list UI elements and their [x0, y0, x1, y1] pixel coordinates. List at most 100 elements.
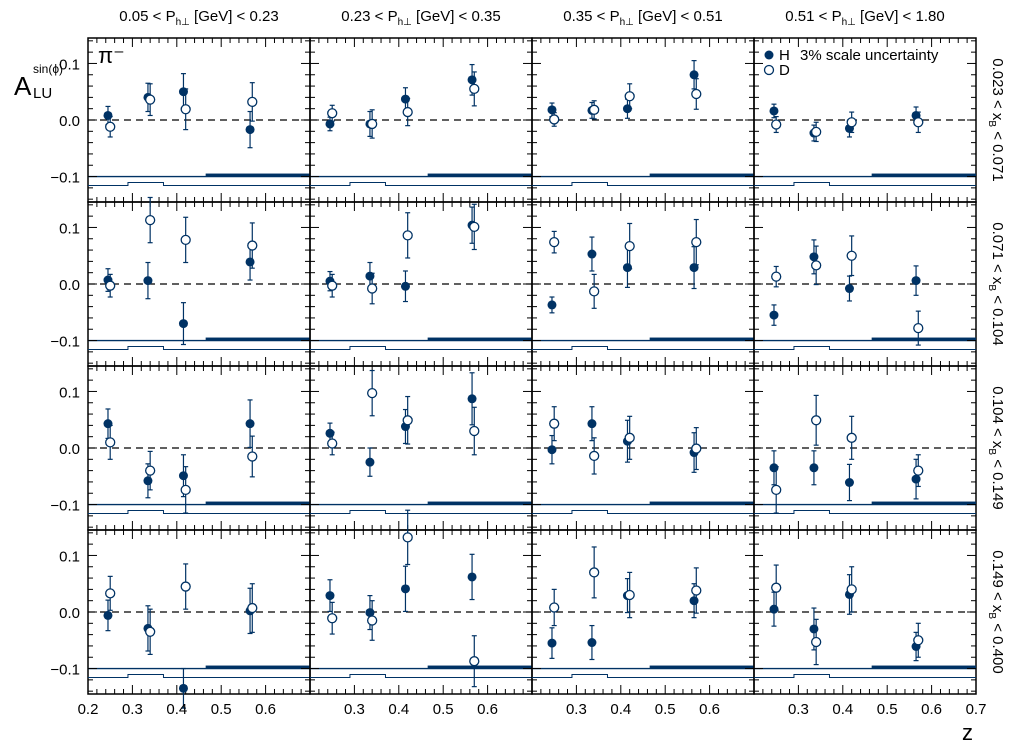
systematic-band-block [871, 501, 976, 505]
data-point-d [846, 584, 857, 595]
systematic-band-block [871, 173, 976, 177]
x-tick-label: 0.2 [78, 701, 99, 718]
systematic-band-outline [754, 674, 976, 679]
systematic-band-block [871, 337, 976, 341]
data-point-h [178, 319, 188, 329]
systematic-band-block [427, 337, 532, 341]
hadron-label: π⁻ [98, 43, 125, 68]
data-point-h [178, 683, 188, 693]
data-point-h [844, 284, 854, 294]
data-point-h [911, 276, 921, 286]
data-point-h [622, 263, 632, 273]
panel-grid [87, 37, 977, 709]
panel-r1-c2 [309, 37, 533, 203]
data-point-d [811, 636, 822, 648]
data-point-d [691, 585, 702, 596]
legend-scale-note: 3% scale uncertainty [800, 47, 939, 64]
data-point-d [145, 214, 156, 226]
data-point-d [327, 108, 338, 119]
x-axis-title: z [962, 720, 973, 745]
data-point-d [811, 260, 822, 271]
data-point-h [844, 477, 854, 487]
y-tick-label: 0.0 [59, 113, 80, 130]
data-point-d [913, 322, 924, 334]
x-tick-label: 0.3 [122, 701, 143, 718]
systematic-band-block [649, 501, 754, 505]
x-tick-label: 0.5 [211, 701, 232, 718]
x-tick-label: 0.4 [610, 701, 631, 718]
systematic-band-block [649, 665, 754, 669]
data-point-d [771, 484, 782, 495]
systematic-band-block [649, 337, 754, 341]
panel-r3-c1 [87, 365, 311, 531]
data-point-d [402, 230, 413, 241]
data-point-d [247, 602, 258, 614]
panel-r3-c2 [309, 365, 533, 531]
data-point-d [846, 250, 857, 261]
row-header: 0.104 < xB < 0.149 [986, 386, 1006, 509]
data-point-d [589, 104, 600, 115]
legend: H D 3% scale uncertainty [763, 47, 939, 79]
systematic-band-outline [532, 674, 754, 679]
x-tick-label: 0.4 [832, 701, 853, 718]
panel-r4-c3 [531, 529, 755, 695]
data-point-h [587, 419, 597, 429]
y-tick-label: −0.1 [50, 334, 80, 351]
data-point-d [367, 387, 378, 399]
data-point-d [913, 635, 924, 646]
x-tick-label: 0.5 [655, 701, 676, 718]
y-axis-title: A [14, 71, 32, 101]
systematic-band-outline [88, 346, 310, 351]
column-header: 0.05 < Ph⊥ [GeV] < 0.23 [119, 8, 278, 28]
data-point-h [143, 476, 153, 486]
data-point-d [402, 532, 413, 543]
systematic-band-outline [88, 510, 310, 515]
systematic-band-outline [754, 182, 976, 187]
data-point-h [769, 463, 779, 473]
systematic-band-block [205, 665, 310, 669]
y-tick-label: 0.1 [59, 220, 80, 237]
systematic-band-outline [310, 674, 532, 679]
data-point-d [624, 432, 635, 443]
data-point-h [245, 419, 255, 429]
panel-r3-c3 [531, 365, 755, 531]
systematic-band-outline [310, 182, 532, 187]
systematic-band-block [205, 173, 310, 177]
data-point-d [624, 91, 635, 102]
data-point-h [178, 471, 188, 481]
data-point-d [105, 121, 116, 132]
systematic-band-outline [88, 674, 310, 679]
data-point-d [327, 613, 338, 624]
y-tick-label: 0.0 [59, 605, 80, 622]
data-point-h [547, 300, 557, 310]
data-point-d [811, 415, 822, 426]
legend-h-label: H [779, 47, 790, 64]
panel-r2-c2 [309, 201, 533, 367]
systematic-band-block [205, 501, 310, 505]
y-tick-label: 0.0 [59, 441, 80, 458]
x-tick-label: 0.3 [788, 701, 809, 718]
data-point-d [846, 117, 857, 128]
x-tick-label: 0.3 [344, 701, 365, 718]
x-tick-label: 0.3 [566, 701, 587, 718]
panel-r1-c4 [753, 37, 977, 203]
data-point-d [469, 656, 480, 667]
data-point-d [105, 588, 116, 599]
x-tick-label: 0.6 [477, 701, 498, 718]
y-tick-label: −0.1 [50, 498, 80, 515]
systematic-band-outline [754, 510, 976, 515]
data-point-d [549, 602, 560, 613]
data-point-h [689, 596, 699, 606]
data-point-d [469, 221, 480, 233]
data-point-h [400, 584, 410, 594]
systematic-band-block [649, 173, 754, 177]
systematic-band-outline [532, 346, 754, 351]
row-header: 0.023 < xB < 0.071 [986, 58, 1006, 181]
data-point-d [771, 582, 782, 593]
data-point-h [587, 249, 597, 259]
data-point-d [402, 415, 413, 426]
data-point-d [589, 450, 600, 462]
data-point-d [624, 240, 635, 252]
data-point-h [689, 70, 699, 80]
systematic-band-outline [532, 182, 754, 187]
